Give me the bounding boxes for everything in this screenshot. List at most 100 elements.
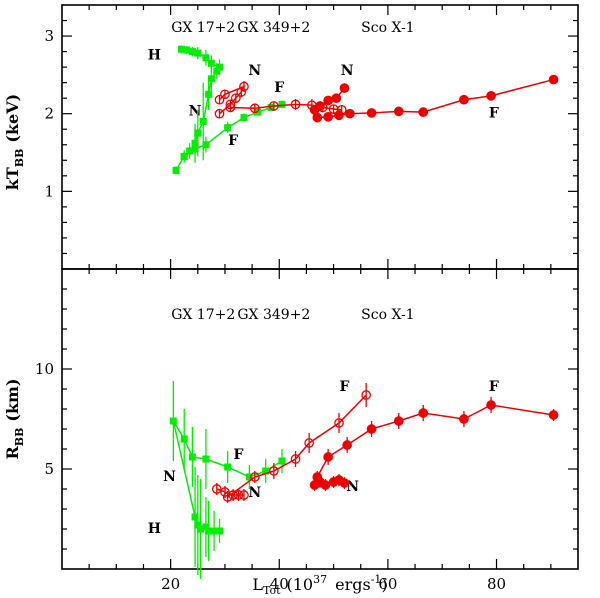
y-tick-label: 5 [44, 460, 54, 478]
y-label-unit: (km) [3, 378, 22, 421]
state-annotation: F [339, 379, 349, 395]
data-point [214, 94, 225, 105]
series-gx-17-2 [169, 381, 286, 579]
x-label-part: (10 [287, 575, 314, 594]
source-label: Sco X-1 [361, 307, 414, 323]
x-tick-label: 80 [487, 575, 506, 593]
data-point [197, 525, 205, 533]
series-line [230, 103, 342, 111]
state-annotation: H [148, 47, 161, 63]
data-point [245, 473, 253, 481]
data-point [334, 110, 344, 121]
data-point [312, 112, 323, 123]
data-point [202, 455, 210, 463]
data-point [213, 67, 221, 75]
data-point [220, 89, 230, 100]
data-point [180, 152, 188, 160]
y-label-main: kT [3, 167, 22, 190]
data-point [233, 490, 244, 500]
series-sco-x-1 [309, 397, 559, 491]
data-point [393, 416, 404, 426]
data-point [342, 440, 353, 450]
y-tick-label: 3 [44, 27, 54, 45]
data-point [224, 463, 232, 471]
data-point [207, 75, 215, 83]
data-point [320, 480, 331, 490]
state-annotation: F [274, 80, 284, 96]
data-point [205, 90, 213, 98]
data-point [334, 418, 344, 428]
data-point [183, 46, 191, 54]
source-label: GX 17+2 [171, 307, 235, 323]
x-label-part: L [252, 575, 263, 594]
data-point [191, 513, 199, 521]
data-point [199, 117, 207, 125]
data-point [191, 139, 199, 147]
x-label-part: ergs [335, 575, 371, 594]
y-tick-label: 2 [44, 105, 54, 123]
series-line [317, 78, 554, 119]
data-point [249, 103, 260, 114]
data-point [366, 424, 377, 434]
data-point [418, 107, 429, 118]
state-annotation: N [341, 63, 354, 79]
bottom-panel: 20 40 60 80 5 10 RBB (km) LTot (1037 ergs-1) GX 17+… [3, 268, 579, 597]
data-point [268, 466, 279, 476]
state-annotation: H [148, 521, 161, 537]
data-point [331, 93, 342, 104]
x-axis-label: LTot (1037 ergs-1) [252, 573, 387, 597]
source-label: GX 349+2 [237, 307, 310, 323]
data-point [180, 435, 188, 443]
data-point [486, 400, 496, 410]
data-point [548, 74, 559, 85]
bottom-frame [61, 268, 579, 570]
data-point [304, 438, 314, 448]
data-point [366, 108, 377, 118]
y-label-unit: (keV) [3, 94, 22, 143]
state-annotation: N [248, 63, 261, 79]
data-point [214, 108, 225, 119]
x-label-part: Tot [263, 584, 281, 597]
data-point [312, 472, 323, 482]
data-point [339, 83, 350, 93]
x-tick-label: 60 [378, 575, 397, 593]
data-point [202, 141, 210, 149]
data-point [393, 106, 404, 117]
data-point [216, 63, 224, 71]
data-point [225, 102, 236, 113]
state-annotation: N [189, 103, 202, 119]
data-point [345, 108, 355, 119]
state-annotation: N [248, 485, 261, 501]
data-point [267, 103, 275, 111]
data-point [222, 492, 233, 502]
data-point [177, 45, 185, 53]
series-gx-349-2 [211, 383, 372, 503]
series-gx-17-2 [172, 45, 286, 175]
data-point [278, 100, 286, 108]
data-point [172, 166, 180, 174]
state-annotation: F [489, 379, 499, 395]
data-point [186, 147, 194, 155]
x-label-part: -1 [371, 573, 382, 586]
data-point [339, 478, 350, 488]
data-point [169, 417, 177, 425]
data-point [188, 453, 196, 461]
data-point [202, 54, 210, 62]
data-point [211, 484, 222, 494]
data-point [239, 490, 249, 500]
x-label-part: ) [381, 575, 387, 594]
data-point [268, 101, 279, 111]
data-point [459, 414, 469, 424]
data-point [194, 521, 202, 529]
y-label-sub: BB [13, 149, 26, 168]
data-point [290, 99, 301, 110]
series-line [316, 404, 554, 478]
state-annotation: F [228, 133, 238, 149]
state-annotation: N [163, 469, 176, 485]
data-point [418, 408, 429, 418]
x-tick-label: 20 [161, 575, 180, 593]
data-point [361, 390, 372, 400]
data-point [262, 467, 270, 475]
